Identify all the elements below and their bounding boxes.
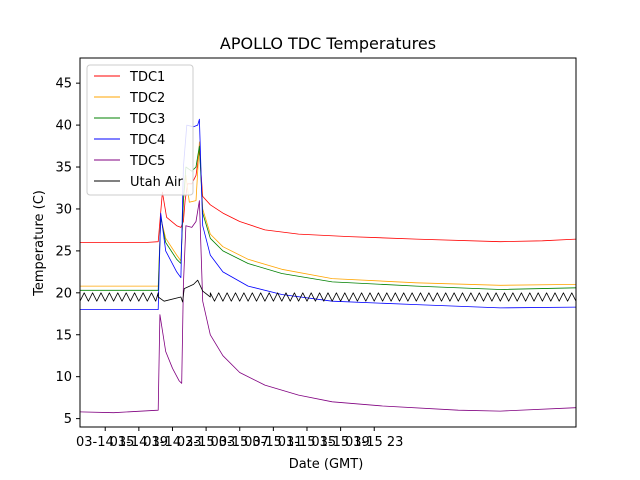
legend-label: TDC4: [129, 133, 165, 148]
x-tick-label: 03-15 03: [177, 435, 235, 450]
legend-label: TDC5: [129, 154, 165, 169]
legend-label: Utah Air: [130, 175, 183, 190]
series-line-utah-air: [79, 279, 577, 303]
y-tick-label: 30: [55, 202, 72, 217]
x-axis-label: Date (GMT): [289, 457, 364, 472]
x-tick-label: 03-14 23: [143, 435, 201, 450]
chart-title: APOLLO TDC Temperatures: [220, 34, 436, 53]
plot-frame: [79, 57, 577, 428]
x-tick-label: 03-15 23: [345, 435, 403, 450]
x-tick-label: 03-14 19: [110, 435, 168, 450]
y-tick-label: 20: [55, 286, 72, 301]
y-tick-label: 35: [55, 161, 72, 176]
legend-label: TDC2: [129, 91, 165, 106]
x-tick-label: 03-15 11: [244, 435, 302, 450]
legend-label: TDC3: [129, 112, 165, 127]
x-tick-label: 03-15 19: [311, 435, 369, 450]
plot-area: [79, 57, 577, 428]
legend: TDC1 TDC2 TDC3 TDC4 TDC5 Utah Air: [86, 64, 194, 196]
y-tick-label: 10: [55, 370, 72, 385]
series-line-tdc2: [80, 141, 577, 287]
y-tick-label: 40: [55, 119, 72, 134]
series-line-tdc5: [79, 200, 577, 414]
y-tick-label: 5: [64, 412, 72, 427]
x-tick-label: 03-15 15: [278, 435, 336, 450]
series-line-tdc1: [80, 149, 577, 243]
y-axis-label: Temperature (C): [32, 190, 47, 297]
series-layer: [79, 118, 577, 414]
y-tick-label: 45: [55, 77, 72, 92]
y-axis: 5 10 15 20 25 30 35 40 45: [55, 77, 80, 427]
y-tick-label: 25: [55, 244, 72, 259]
x-tick-label: 03-14 15: [76, 435, 134, 450]
x-tick-label: 03-15 07: [211, 435, 269, 450]
series-line-tdc3: [80, 145, 577, 291]
y-tick-label: 15: [55, 328, 72, 343]
legend-label: TDC1: [129, 70, 165, 85]
series-line-tdc4: [80, 118, 577, 311]
